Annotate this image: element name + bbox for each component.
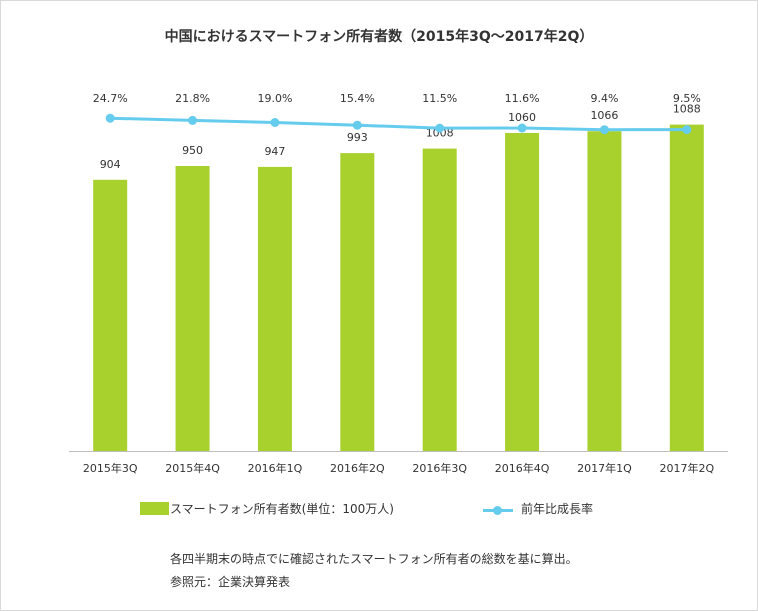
bar-value-label: 1066 bbox=[590, 109, 618, 122]
growth-rate-point bbox=[599, 125, 609, 135]
bar-value-label: 904 bbox=[100, 158, 121, 171]
growth-rate-label: 15.4% bbox=[340, 92, 375, 105]
bar bbox=[422, 148, 457, 451]
bar-value-label: 950 bbox=[182, 144, 203, 157]
bar-value-label: 947 bbox=[264, 145, 285, 158]
growth-rate-point bbox=[105, 113, 115, 123]
x-tick-label: 2016年3Q bbox=[412, 461, 467, 475]
footnote: 各四半期末の時点でに確認されたスマートフォン所有者の総数を基に算出。 bbox=[170, 552, 578, 566]
bar-value-label: 993 bbox=[347, 131, 368, 144]
bar-value-label: 1088 bbox=[673, 103, 701, 116]
bar bbox=[340, 153, 375, 451]
x-tick-label: 2017年1Q bbox=[577, 461, 632, 475]
bar-value-label: 1060 bbox=[508, 111, 536, 124]
bar bbox=[93, 179, 128, 452]
x-tick-label: 2016年2Q bbox=[330, 461, 385, 475]
x-tick-label: 2015年3Q bbox=[83, 461, 138, 475]
bar bbox=[257, 166, 292, 451]
growth-rate-point bbox=[517, 123, 527, 133]
bar bbox=[587, 131, 622, 451]
legend-bar-label: スマートフォン所有者数(単位：100万人) bbox=[170, 502, 394, 516]
growth-rate-label: 24.7% bbox=[93, 92, 128, 105]
growth-rate-point bbox=[188, 115, 198, 125]
growth-rate-label: 11.6% bbox=[505, 92, 540, 105]
growth-rate-label: 19.0% bbox=[257, 92, 292, 105]
bar bbox=[175, 166, 210, 451]
x-tick-label: 2016年1Q bbox=[248, 461, 303, 475]
x-tick-label: 2017年2Q bbox=[659, 461, 714, 475]
growth-rate-point bbox=[270, 118, 280, 127]
bar bbox=[669, 124, 704, 451]
growth-rate-line bbox=[110, 116, 687, 132]
growth-rate-label: 11.5% bbox=[422, 92, 457, 105]
source-note: 参照元：企業決算発表 bbox=[170, 575, 291, 589]
growth-rate-label: 21.8% bbox=[175, 92, 210, 105]
growth-rate-point bbox=[352, 120, 362, 130]
chart-title: 中国におけるスマートフォン所有者数（2015年3Q～2017年2Q） bbox=[164, 29, 594, 45]
x-tick-label: 2015年4Q bbox=[165, 461, 220, 475]
bar bbox=[505, 133, 540, 451]
legend-bar-swatch bbox=[140, 502, 169, 515]
growth-rate-point bbox=[682, 125, 692, 135]
growth-rate-label: 9.4% bbox=[590, 92, 618, 105]
bar-value-label: 1008 bbox=[426, 127, 454, 140]
growth-rate-point bbox=[435, 123, 445, 133]
legend-line-marker bbox=[493, 506, 502, 515]
legend-line-label: 前年比成長率 bbox=[521, 502, 594, 516]
growth-rate-label: 9.5% bbox=[673, 92, 701, 105]
x-tick-label: 2016年4Q bbox=[495, 461, 550, 475]
